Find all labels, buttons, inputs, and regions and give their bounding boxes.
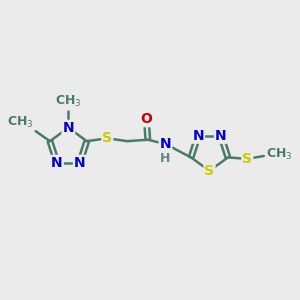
Text: N: N: [160, 137, 171, 151]
Text: S: S: [102, 131, 112, 145]
Text: N: N: [192, 129, 204, 143]
Text: N: N: [62, 121, 74, 135]
Text: H: H: [160, 152, 171, 165]
Text: O: O: [140, 112, 152, 126]
Text: CH$_3$: CH$_3$: [55, 94, 82, 109]
Text: S: S: [242, 152, 252, 166]
Text: CH$_3$: CH$_3$: [266, 147, 293, 162]
Text: N: N: [51, 156, 63, 170]
Text: N: N: [74, 156, 85, 170]
Text: S: S: [205, 164, 214, 178]
Text: N: N: [215, 129, 227, 143]
Text: CH$_3$: CH$_3$: [7, 115, 33, 130]
